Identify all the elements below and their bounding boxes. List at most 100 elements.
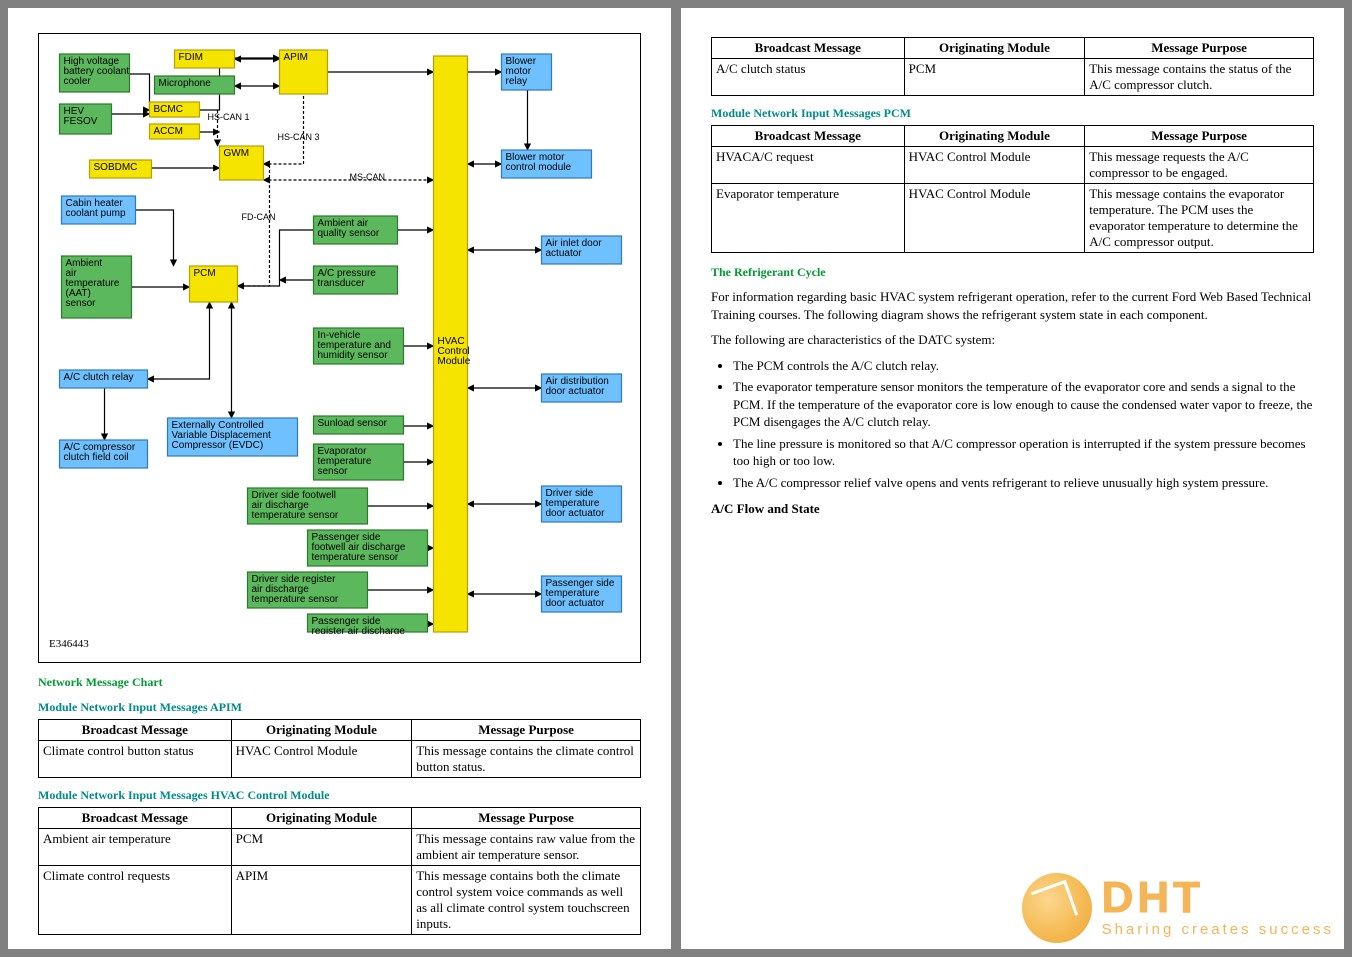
diagram-box-label: quality sensor: [318, 228, 380, 239]
diagram-box-label: GWM: [224, 148, 250, 159]
watermark-arrow-icon: [1030, 880, 1077, 927]
table-header: Broadcast Message: [712, 38, 905, 59]
table-row: HVACA/C requestHVAC Control ModuleThis m…: [712, 147, 1314, 184]
table-apim: Broadcast MessageOriginating ModuleMessa…: [38, 719, 641, 778]
table-cell: Ambient air temperature: [39, 829, 232, 866]
diagram-box-label: A/C clutch relay: [64, 372, 134, 383]
page-left: High voltagebattery coolantcoolerFDIMMic…: [8, 8, 671, 949]
list-item: The line pressure is monitored so that A…: [733, 435, 1314, 470]
diagram-box-label: register air discharge: [312, 626, 406, 634]
table-hvac-cont: Broadcast MessageOriginating ModuleMessa…: [711, 37, 1314, 96]
table-cell: This message contains the status of the …: [1085, 59, 1314, 96]
table-header: Broadcast Message: [39, 720, 232, 741]
diagram-box-label: sensor: [318, 466, 349, 477]
table-row: Ambient air temperaturePCMThis message c…: [39, 829, 641, 866]
diagram-net-label: HS-CAN 1: [208, 112, 250, 122]
table-cell: This message contains the climate contro…: [412, 741, 641, 778]
table-cell: Climate control requests: [39, 866, 232, 935]
diagram-edge: [130, 74, 150, 110]
table-row: A/C clutch statusPCMThis message contain…: [712, 59, 1314, 96]
list-item: The PCM controls the A/C clutch relay.: [733, 357, 1314, 375]
diagram-box-label: Module: [438, 356, 471, 367]
diagram-box-label: door actuator: [546, 386, 606, 397]
diagram-box-label: ACCM: [154, 126, 183, 137]
diagram-box-label: Microphone: [159, 78, 212, 89]
diagram-id: E346443: [49, 634, 630, 650]
heading-input-messages-pcm: Module Network Input Messages PCM: [711, 106, 1314, 121]
table-pcm: Broadcast MessageOriginating ModuleMessa…: [711, 125, 1314, 253]
diagram-box-label: PCM: [194, 268, 216, 279]
table-header: Broadcast Message: [712, 126, 905, 147]
paragraph-refrigerant-intro: For information regarding basic HVAC sys…: [711, 288, 1314, 323]
watermark-circle-icon: [1022, 873, 1092, 943]
table-header: Message Purpose: [412, 808, 641, 829]
diagram-box-label: actuator: [546, 248, 583, 259]
table-header: Message Purpose: [1085, 38, 1314, 59]
diagram-box-label: temperature sensor: [252, 510, 339, 521]
diagram-edge: [238, 230, 314, 286]
diagram-box-label: sensor: [66, 298, 97, 309]
table-header: Message Purpose: [412, 720, 641, 741]
table-row: Evaporator temperatureHVAC Control Modul…: [712, 184, 1314, 253]
table-header: Originating Module: [231, 720, 412, 741]
diagram-box-label: FDIM: [179, 52, 203, 63]
diagram-box-label: temperature sensor: [252, 594, 339, 605]
list-item: The A/C compressor relief valve opens an…: [733, 474, 1314, 492]
diagram-box-label: control module: [506, 162, 572, 173]
diagram-box-label: door actuator: [546, 598, 606, 609]
heading-refrigerant-cycle: The Refrigerant Cycle: [711, 265, 1314, 280]
table-cell: APIM: [231, 866, 412, 935]
diagram-box-label: Sunload sensor: [318, 418, 388, 429]
diagram-box-label: temperature sensor: [312, 552, 399, 563]
diagram-net-label: HS-CAN 3: [278, 132, 320, 142]
table-cell: HVAC Control Module: [904, 184, 1085, 253]
diagram-box-label: coolant pump: [66, 208, 126, 219]
table-cell: PCM: [231, 829, 412, 866]
datc-characteristics-list: The PCM controls the A/C clutch relay. Th…: [733, 357, 1314, 492]
diagram-box-label: Compressor (EVDC): [172, 440, 264, 451]
table-cell: Evaporator temperature: [712, 184, 905, 253]
diagram-box-label: APIM: [284, 52, 308, 63]
page-spread: High voltagebattery coolantcoolerFDIMMic…: [0, 0, 1352, 957]
table-header: Broadcast Message: [39, 808, 232, 829]
table-cell: This message contains raw value from the…: [412, 829, 641, 866]
table-header: Originating Module: [231, 808, 412, 829]
heading-ac-flow: A/C Flow and State: [711, 501, 1314, 517]
table-cell: This message contains both the climate c…: [412, 866, 641, 935]
paragraph-datc-intro: The following are characteristics of the…: [711, 331, 1314, 349]
diagram-edge: [136, 210, 174, 266]
diagram-box-label: FESOV: [64, 116, 98, 127]
diagram-edge: [238, 164, 270, 286]
diagram-box-label: transducer: [318, 278, 366, 289]
table-cell: HVAC Control Module: [231, 741, 412, 778]
watermark-tagline: Sharing creates success: [1102, 921, 1334, 938]
diagram-net-label: FD-CAN: [242, 212, 276, 222]
diagram-net-label: MS-CAN: [350, 172, 386, 182]
table-cell: HVACA/C request: [712, 147, 905, 184]
table-row: Climate control requestsAPIMThis message…: [39, 866, 641, 935]
table-row: Climate control button statusHVAC Contro…: [39, 741, 641, 778]
table-hvac: Broadcast MessageOriginating ModuleMessa…: [38, 807, 641, 935]
system-diagram: High voltagebattery coolantcoolerFDIMMic…: [49, 44, 630, 634]
table-cell: This message requests the A/C compressor…: [1085, 147, 1314, 184]
system-diagram-frame: High voltagebattery coolantcoolerFDIMMic…: [38, 33, 641, 663]
table-cell: This message contains the evaporator tem…: [1085, 184, 1314, 253]
table-cell: HVAC Control Module: [904, 147, 1085, 184]
table-header: Message Purpose: [1085, 126, 1314, 147]
heading-input-messages-hvac: Module Network Input Messages HVAC Contr…: [38, 788, 641, 803]
heading-network-message-chart: Network Message Chart: [38, 675, 641, 690]
table-cell: Climate control button status: [39, 741, 232, 778]
diagram-box-label: humidity sensor: [318, 350, 389, 361]
page-right: Broadcast MessageOriginating ModuleMessa…: [681, 8, 1344, 949]
diagram-box-label: BCMC: [154, 104, 183, 115]
diagram-box-label: door actuator: [546, 508, 606, 519]
diagram-box-label: relay: [506, 76, 528, 87]
diagram-box-label: cooler: [64, 76, 92, 87]
diagram-edge: [148, 302, 210, 379]
watermark-logo-text: DHT: [1102, 878, 1334, 918]
table-header: Originating Module: [904, 126, 1085, 147]
watermark: DHT Sharing creates success: [1022, 873, 1334, 943]
table-cell: A/C clutch status: [712, 59, 905, 96]
list-item: The evaporator temperature sensor monito…: [733, 378, 1314, 431]
heading-input-messages-apim: Module Network Input Messages APIM: [38, 700, 641, 715]
